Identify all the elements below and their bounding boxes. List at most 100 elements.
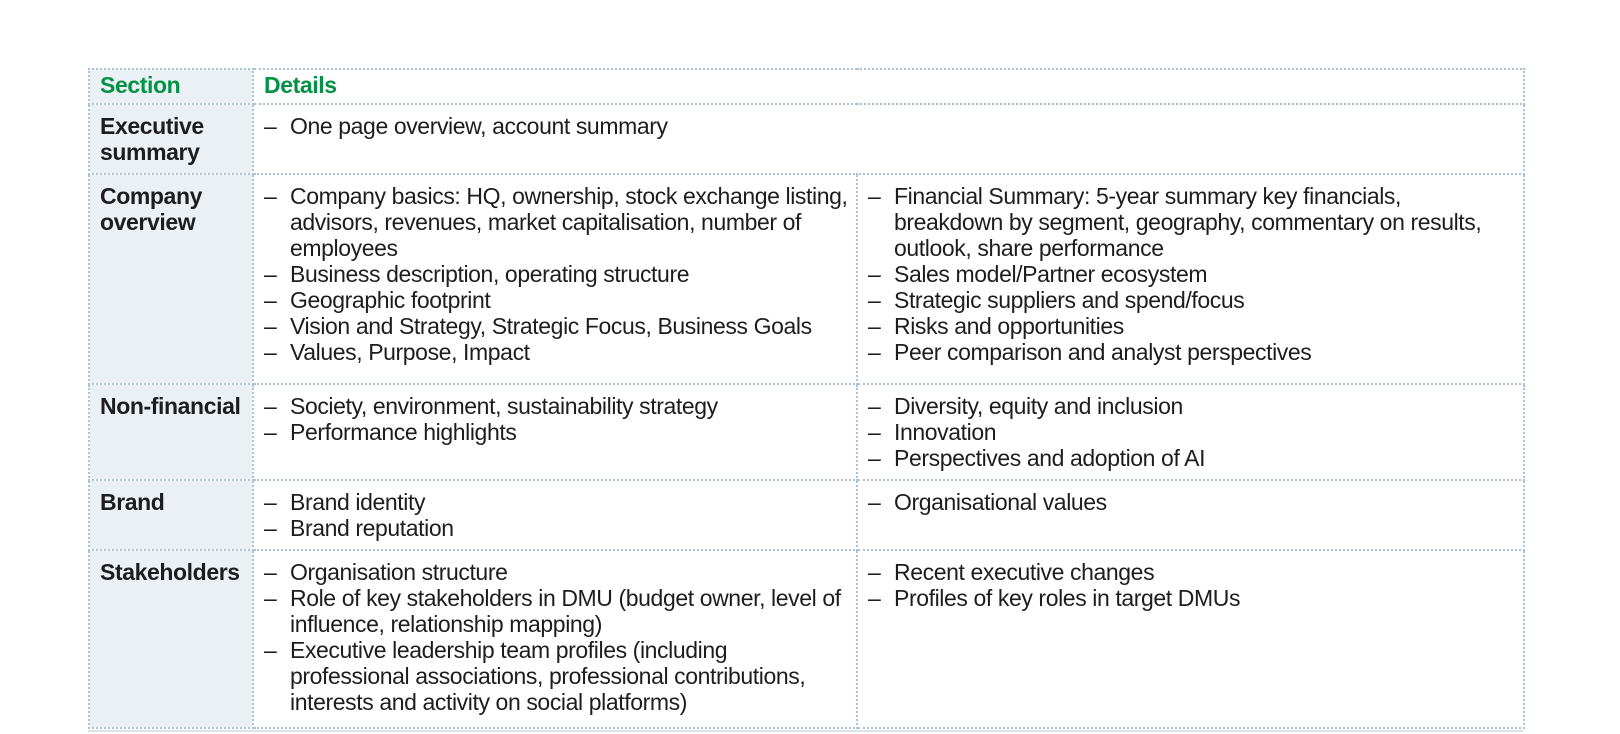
- details-cell-left: – Society, environment, sustainability st…: [252, 383, 858, 481]
- bullet-item: – Financial Summary: 5-year summary key f…: [859, 183, 1515, 261]
- details-cell-right: – Financial Summary: 5-year summary key f…: [856, 173, 1525, 385]
- bullet-item: – Diversity, equity and inclusion: [859, 393, 1515, 419]
- table-row: Brand – Brand identity – Brand reputation – Or…: [88, 479, 1525, 551]
- bullet-text: Innovation: [894, 419, 997, 445]
- bullet-list: – Financial Summary: 5-year summary key f…: [859, 183, 1515, 365]
- bullet-list: – Diversity, equity and inclusion – Innovat…: [859, 393, 1515, 471]
- bullet-text: Organisation structure: [290, 559, 508, 585]
- dash-bullet-icon: –: [868, 261, 881, 287]
- dash-bullet-icon: –: [264, 559, 277, 585]
- bullet-text: Vision and Strategy, Strategic Focus, Bu…: [290, 313, 812, 339]
- bullet-item: – Geographic footprint: [255, 287, 848, 313]
- bullet-item: – Role of key stakeholders in DMU (budget…: [255, 585, 848, 637]
- bullet-text: Society, environment, sustainability str…: [290, 393, 718, 419]
- bullet-item: – Sales model/Partner ecosystem: [859, 261, 1515, 287]
- dash-bullet-icon: –: [868, 445, 881, 471]
- bullet-text: Performance highlights: [290, 419, 517, 445]
- bullet-item: – Company basics: HQ, ownership, stock ex…: [255, 183, 848, 261]
- bullet-item: – One page overview, account summary: [255, 113, 1515, 139]
- column-header-details: Details: [252, 68, 1525, 105]
- bullet-text: Financial Summary: 5-year summary key fi…: [894, 183, 1482, 261]
- bullet-item: – Perspectives and adoption of AI: [859, 445, 1515, 471]
- dash-bullet-icon: –: [264, 287, 277, 313]
- bullet-item: – Organisation structure: [255, 559, 848, 585]
- bullet-item: – Strategic suppliers and spend/focus: [859, 287, 1515, 313]
- dash-bullet-icon: –: [868, 559, 881, 585]
- bullet-list: – Organisational values: [859, 489, 1515, 515]
- dash-bullet-icon: –: [264, 113, 277, 139]
- table-row: Stakeholders – Organisation structure – Role…: [88, 549, 1525, 729]
- bullet-text: Brand identity: [290, 489, 426, 515]
- table-row: Company overview – Company basics: HQ, own…: [88, 173, 1525, 385]
- bullet-item: – Values, Purpose, Impact: [255, 339, 848, 365]
- details-cell-right: – Recent executive changes – Profiles of ke…: [856, 549, 1525, 729]
- bullet-item: – Society, environment, sustainability st…: [255, 393, 848, 419]
- dash-bullet-icon: –: [868, 489, 881, 515]
- bullet-list: – Recent executive changes – Profiles of ke…: [859, 559, 1515, 611]
- bullet-text: Role of key stakeholders in DMU (budget …: [290, 585, 841, 637]
- bullet-text: Company basics: HQ, ownership, stock exc…: [290, 183, 848, 261]
- bullet-text: Peer comparison and analyst perspectives: [894, 339, 1312, 365]
- bullet-text: Business description, operating structur…: [290, 261, 690, 287]
- bullet-item: – Business description, operating structu…: [255, 261, 848, 287]
- bullet-text: Geographic footprint: [290, 287, 491, 313]
- header-row: Section Details: [88, 68, 1525, 105]
- bullet-item: – Executive leadership team profiles (inc…: [255, 637, 848, 715]
- dash-bullet-icon: –: [868, 339, 881, 365]
- bullet-text: Strategic suppliers and spend/focus: [894, 287, 1245, 313]
- bullet-text: Values, Purpose, Impact: [290, 339, 530, 365]
- details-cell-left: – Organisation structure – Role of key stak…: [252, 549, 858, 729]
- dash-bullet-icon: –: [868, 287, 881, 313]
- dash-bullet-icon: –: [264, 585, 277, 611]
- details-cell-full: – One page overview, account summary: [252, 103, 1525, 175]
- section-cell: Non-financial: [88, 383, 254, 481]
- bullet-text: Diversity, equity and inclusion: [894, 393, 1183, 419]
- bullet-list: – Organisation structure – Role of key stak…: [255, 559, 848, 715]
- details-cell-left: – Brand identity – Brand reputation: [252, 479, 858, 551]
- bullet-item: – Brand reputation: [255, 515, 848, 541]
- bullet-text: Executive leadership team profiles (incl…: [290, 637, 806, 715]
- section-cell: Executive summary: [88, 103, 254, 175]
- dash-bullet-icon: –: [264, 313, 277, 339]
- dash-bullet-icon: –: [868, 419, 881, 445]
- dash-bullet-icon: –: [264, 515, 277, 541]
- bullet-item: – Performance highlights: [255, 419, 848, 445]
- cropped-element-below: [88, 730, 1523, 732]
- section-details-table: Section Details Executive summary – One pa…: [88, 68, 1525, 729]
- table-row: Non-financial – Society, environment, sust…: [88, 383, 1525, 481]
- bullet-item: – Risks and opportunities: [859, 313, 1515, 339]
- column-header-section: Section: [88, 68, 254, 105]
- bullet-list: – Brand identity – Brand reputation: [255, 489, 848, 541]
- section-cell: Brand: [88, 479, 254, 551]
- bullet-item: – Organisational values: [859, 489, 1515, 515]
- section-cell: Company overview: [88, 173, 254, 385]
- dash-bullet-icon: –: [868, 183, 881, 209]
- bullet-text: One page overview, account summary: [290, 113, 668, 139]
- bullet-item: – Vision and Strategy, Strategic Focus, B…: [255, 313, 848, 339]
- details-cell-left: – Company basics: HQ, ownership, stock ex…: [252, 173, 858, 385]
- bullet-text: Organisational values: [894, 489, 1107, 515]
- bullet-list: – Society, environment, sustainability st…: [255, 393, 848, 445]
- dash-bullet-icon: –: [868, 585, 881, 611]
- bullet-text: Brand reputation: [290, 515, 454, 541]
- bullet-text: Profiles of key roles in target DMUs: [894, 585, 1241, 611]
- dash-bullet-icon: –: [264, 261, 277, 287]
- bullet-text: Risks and opportunities: [894, 313, 1124, 339]
- section-cell: Stakeholders: [88, 549, 254, 729]
- bullet-text: Perspectives and adoption of AI: [894, 445, 1206, 471]
- table-row: Executive summary – One page overview, acc…: [88, 103, 1525, 175]
- details-cell-right: – Diversity, equity and inclusion – Innovat…: [856, 383, 1525, 481]
- dash-bullet-icon: –: [264, 637, 277, 663]
- dash-bullet-icon: –: [264, 393, 277, 419]
- dash-bullet-icon: –: [264, 183, 277, 209]
- details-cell-right: – Organisational values: [856, 479, 1525, 551]
- bullet-item: – Recent executive changes: [859, 559, 1515, 585]
- table-header: Section Details: [88, 68, 1525, 105]
- bullet-list: – Company basics: HQ, ownership, stock ex…: [255, 183, 848, 365]
- bullet-text: Sales model/Partner ecosystem: [894, 261, 1208, 287]
- bullet-item: – Innovation: [859, 419, 1515, 445]
- bullet-item: – Peer comparison and analyst perspective…: [859, 339, 1515, 365]
- dash-bullet-icon: –: [264, 339, 277, 365]
- bullet-list: – One page overview, account summary: [255, 113, 1515, 139]
